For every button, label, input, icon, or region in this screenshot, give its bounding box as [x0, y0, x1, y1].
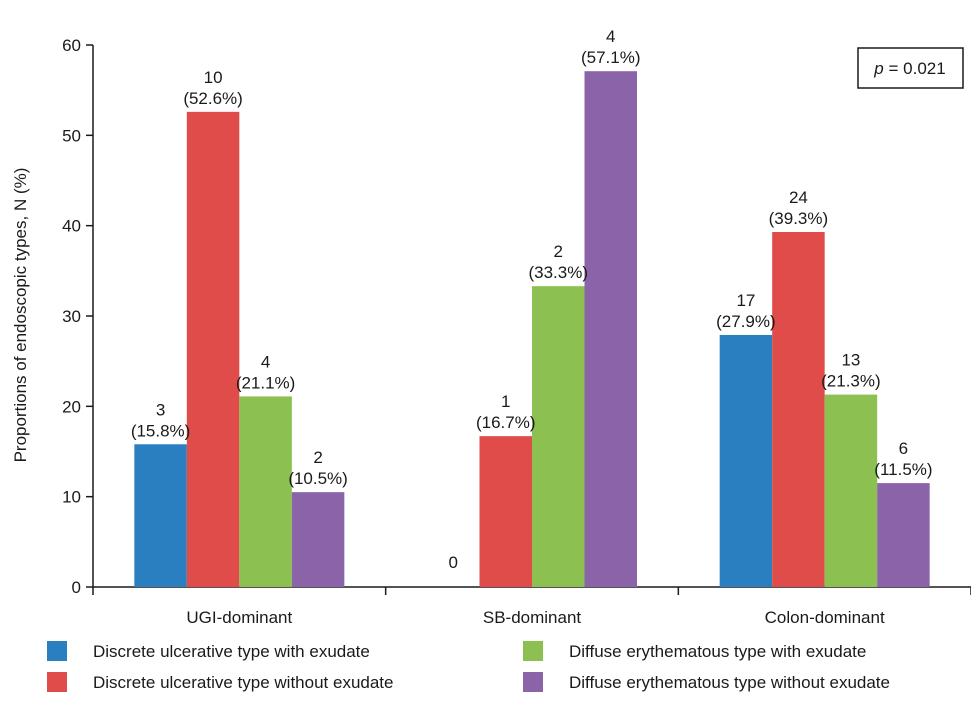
y-tick-label: 50 [62, 126, 81, 145]
bar-count-label: 24 [789, 188, 808, 207]
y-tick-label: 20 [62, 397, 81, 416]
bar-count-label: 13 [841, 351, 860, 370]
bar [186, 111, 240, 587]
x-axis: UGI-dominant SB-dominant Colon-dominant [92, 586, 971, 627]
x-category-label: SB-dominant [483, 608, 582, 627]
bar [877, 483, 930, 587]
x-category-label: Colon-dominant [765, 608, 885, 627]
bar [824, 394, 878, 587]
legend-label: Diffuse erythematous type with exudate [569, 642, 866, 661]
bar-count-label: 2 [313, 448, 322, 467]
bar-percent-label: (21.1%) [236, 373, 296, 392]
bar-count-label: 17 [736, 291, 755, 310]
bar-percent-label: (11.5%) [874, 460, 932, 479]
y-tick-label: 60 [62, 36, 81, 55]
bar-percent-label: (21.3%) [821, 372, 881, 391]
bar-count-label: 1 [501, 392, 510, 411]
bar-percent-label: (39.3%) [769, 209, 829, 228]
bar-count-label: 0 [449, 553, 458, 572]
bar [134, 444, 187, 587]
bar [719, 334, 773, 587]
legend-label: Diffuse erythematous type without exudat… [569, 673, 890, 692]
bar-count-label: 3 [156, 400, 165, 419]
legend-item: Discrete ulcerative type without exudate [47, 672, 394, 692]
bar [239, 396, 292, 587]
legend-label: Discrete ulcerative type with exudate [93, 642, 370, 661]
y-tick-label: 10 [62, 488, 81, 507]
y-tick-label: 40 [62, 217, 81, 236]
bar-count-label: 2 [554, 242, 563, 261]
y-axis: 0 10 20 30 40 50 60 [62, 36, 94, 597]
bar [584, 71, 637, 588]
y-axis-label: Proportions of endoscopic types, N (%) [11, 168, 30, 463]
bar [291, 492, 345, 587]
legend-item: Diffuse erythematous type without exudat… [523, 672, 890, 692]
bar [532, 286, 585, 587]
bar [772, 231, 825, 588]
legend-item: Discrete ulcerative type with exudate [47, 641, 370, 661]
bar-percent-label: (52.6%) [183, 89, 243, 108]
y-tick-label: 0 [72, 578, 81, 597]
bar-count-label: 4 [261, 352, 270, 371]
bar-percent-label: (57.1%) [581, 48, 641, 67]
bar-percent-label: (16.7%) [476, 413, 536, 432]
legend-item: Diffuse erythematous type with exudate [523, 641, 866, 661]
legend-swatch [47, 641, 67, 661]
legend-swatch [523, 672, 543, 692]
legend-swatch [523, 641, 543, 661]
legend-label: Discrete ulcerative type without exudate [93, 673, 394, 692]
bar-percent-label: (15.8%) [131, 421, 191, 440]
p-value-box [857, 47, 964, 89]
bar-count-label: 6 [899, 439, 908, 458]
bar-count-label: 4 [606, 27, 615, 46]
x-category-label: UGI-dominant [186, 608, 292, 627]
bar-percent-label: (27.9%) [716, 312, 776, 331]
bar-percent-label: (33.3%) [528, 263, 588, 282]
bar [479, 436, 532, 587]
bar-labels: (15.8%) 3 (52.6%) 10 (21.1%) 4 (10.5%) 2 0 (16.7%… [131, 27, 933, 572]
legend: Discrete ulcerative type with exudate Dis… [47, 641, 890, 692]
bar-count-label: 10 [204, 68, 223, 87]
bar-percent-label: (10.5%) [288, 469, 348, 488]
bars [134, 71, 930, 588]
legend-swatch [47, 672, 67, 692]
p-value-annotation: p = 0.021 [857, 47, 964, 89]
p-value-text: p = 0.021 [873, 59, 945, 78]
y-tick-label: 30 [62, 307, 81, 326]
